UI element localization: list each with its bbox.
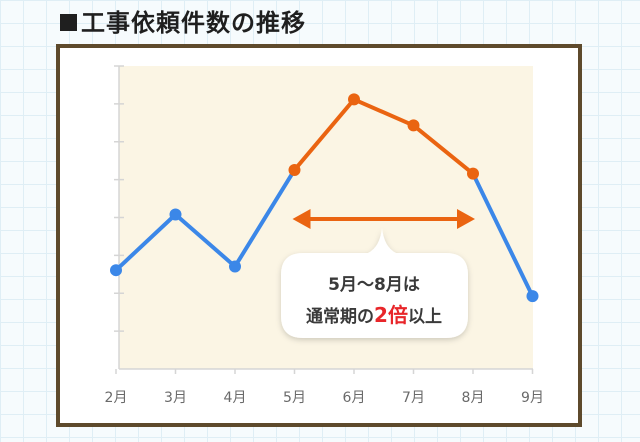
x-tick-label: 8月 <box>462 390 485 406</box>
x-tick-label: 4月 <box>224 390 247 406</box>
callout-suffix: 以上 <box>408 307 442 327</box>
callout-highlight: 2倍 <box>374 303 408 327</box>
range-arrow <box>292 209 475 229</box>
callout-prefix: 通常期の <box>306 306 374 327</box>
series-line-peak <box>292 97 475 176</box>
x-tick-label: 7月 <box>402 390 425 406</box>
x-tick-label: 6月 <box>343 390 366 406</box>
series-lines <box>114 97 535 299</box>
data-point <box>407 119 420 132</box>
x-tick-label: 9月 <box>521 390 544 406</box>
series-line-normal-early <box>114 167 297 273</box>
data-point <box>229 260 241 273</box>
range-arrow-left-head <box>292 209 311 229</box>
data-point <box>169 208 182 221</box>
series-line-normal-late <box>471 171 535 299</box>
data-point <box>467 167 479 180</box>
range-arrow-right-head <box>457 209 475 229</box>
square-bullet-icon <box>60 14 77 31</box>
x-tick-label: 5月 <box>283 390 306 406</box>
callout-bubble: 5月〜8月は 通常期の2倍以上 <box>281 228 468 338</box>
data-points <box>110 93 539 303</box>
x-tick-labels: 2月 3月 4月 5月 6月 7月 8月 9月 <box>105 390 544 406</box>
data-point <box>288 163 301 176</box>
x-tick-label: 3月 <box>164 390 187 406</box>
x-tick-label: 2月 <box>105 390 128 406</box>
page-title-text: 工事依頼件数の推移 <box>81 9 306 37</box>
axes <box>114 65 534 374</box>
callout-line-1: 5月〜8月は <box>328 275 420 295</box>
data-point <box>526 290 539 303</box>
page-title: 工事依頼件数の推移 <box>60 3 306 38</box>
callout-line-2: 通常期の2倍以上 <box>306 303 442 327</box>
callout-shape <box>281 228 468 338</box>
data-point <box>110 264 122 277</box>
data-point <box>348 93 360 106</box>
